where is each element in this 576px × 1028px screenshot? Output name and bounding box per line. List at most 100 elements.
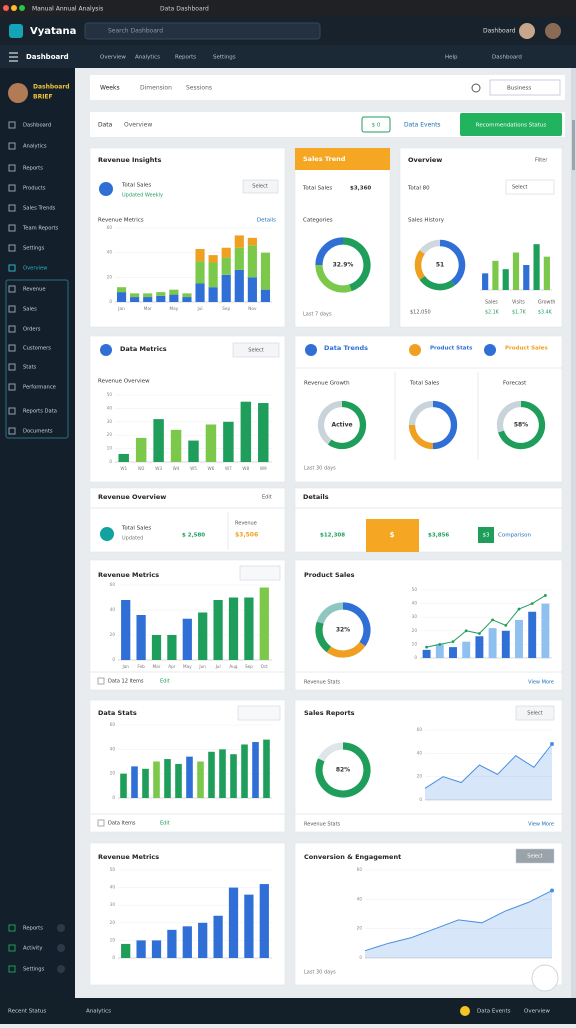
sidebar-item[interactable]: Products [23,186,46,192]
sidebar-item[interactable]: Analytics [23,144,47,150]
menu-icon[interactable] [9,52,18,62]
bar-segment [156,292,166,296]
info-icon[interactable] [471,83,481,93]
sidebar-item[interactable]: Team Reports [22,226,59,232]
sidebar-item[interactable]: Sales [23,307,37,313]
y-tick-label: 0 [359,955,362,960]
button[interactable] [515,848,555,864]
bar [167,929,177,958]
label[interactable]: Data Events [404,122,441,129]
scroll-thumb[interactable] [572,120,575,170]
nav-icon [8,427,16,435]
sidebar-item[interactable]: Activity [23,946,42,952]
button[interactable] [242,179,279,194]
bar [228,597,239,660]
button[interactable] [505,179,555,195]
nav-icon [8,305,16,313]
label[interactable]: Filter [535,158,548,164]
sidebar-item[interactable]: Orders [23,327,41,333]
y-tick-label: 10 [107,446,113,451]
sidebar-item[interactable]: Customers [23,346,51,352]
bar [121,600,131,660]
donut-segment [498,400,546,450]
donut-segment [316,602,344,624]
y-tick-label: 0 [112,955,115,960]
label[interactable]: Edit [160,821,170,827]
search-box[interactable] [84,22,321,40]
window-dot [3,5,9,11]
bar-segment [208,287,218,302]
bar [118,453,129,462]
card-title: Revenue Metrics [98,853,159,861]
sidebar-item[interactable]: Documents [23,429,53,435]
button[interactable] [237,705,281,721]
button[interactable] [515,705,555,721]
sidebar-item[interactable]: Revenue [23,287,46,293]
button[interactable] [232,342,280,358]
sidebar-item[interactable]: Performance [23,385,56,391]
bar [198,922,208,958]
card-title: Revenue Overview [98,493,166,501]
sidebar-item[interactable]: Settings [23,967,45,973]
card-title: Conversion & Engagement [304,853,401,861]
chip[interactable] [361,116,391,133]
avatar[interactable] [519,23,535,39]
bar-segment [182,293,192,298]
y-tick-label: 0 [419,797,422,802]
sidebar-item[interactable]: Dashboard [23,123,51,129]
label[interactable]: View More [528,680,554,686]
avatar[interactable] [545,23,561,39]
label[interactable]: View More [528,822,554,828]
area-line [424,743,553,789]
sidebar-item[interactable]: Settings [23,246,45,252]
label[interactable]: Help [445,55,458,61]
bar-segment [130,297,140,302]
bar-segment [143,293,153,298]
nav-tab[interactable]: Analytics [135,55,160,61]
primary-button[interactable] [460,113,562,136]
checkbox[interactable] [97,677,105,685]
sidebar-item[interactable]: Reports Data [23,409,57,415]
floating-button[interactable] [531,964,559,992]
label: Dashboard [483,28,516,35]
nav-tab[interactable]: Settings [213,55,236,61]
dropdown[interactable] [489,79,561,96]
label[interactable]: Details [257,218,276,224]
label: Categories [303,218,333,224]
label[interactable]: Edit [262,495,272,501]
bar [475,636,484,658]
x-tick-label: Mar [144,306,152,311]
sidebar-item[interactable]: Stats [23,365,37,371]
sidebar-item[interactable]: Sales Trends [23,206,56,212]
x-tick-label: Jan [121,664,129,669]
sidebar-item[interactable]: Overview [23,266,48,272]
sidebar-item[interactable]: Reports [23,926,43,932]
label[interactable]: Recommendations Status [476,123,547,129]
filter-tab[interactable]: Weeks [100,85,120,92]
label[interactable]: Select [248,348,263,354]
filter-tab[interactable]: Dimension [140,85,172,92]
donut-segment [408,400,434,426]
y-tick-label: 30 [110,902,116,907]
label[interactable]: Select [527,854,542,860]
sidebar-item[interactable]: Reports [23,166,43,172]
nav-tab[interactable]: Reports [175,55,196,61]
label[interactable]: Dashboard [492,55,522,61]
nav-tab[interactable]: Overview [100,55,126,61]
bar-segment [221,247,231,258]
checkbox[interactable] [97,819,105,827]
bar-segment [221,274,231,302]
bar-segment [247,277,257,302]
y-tick-label: 20 [107,274,113,279]
label[interactable]: Comparison [498,533,531,539]
button[interactable] [239,565,281,581]
bar-segment [169,294,179,302]
label: BRIEF [33,94,53,101]
label[interactable]: Edit [160,679,170,685]
label[interactable]: Select [252,184,267,190]
label[interactable]: Select [512,185,527,191]
label: $3.4K [538,310,553,316]
filter-tab[interactable]: Sessions [186,85,212,92]
line-point [530,602,534,605]
label[interactable]: Select [527,711,542,717]
